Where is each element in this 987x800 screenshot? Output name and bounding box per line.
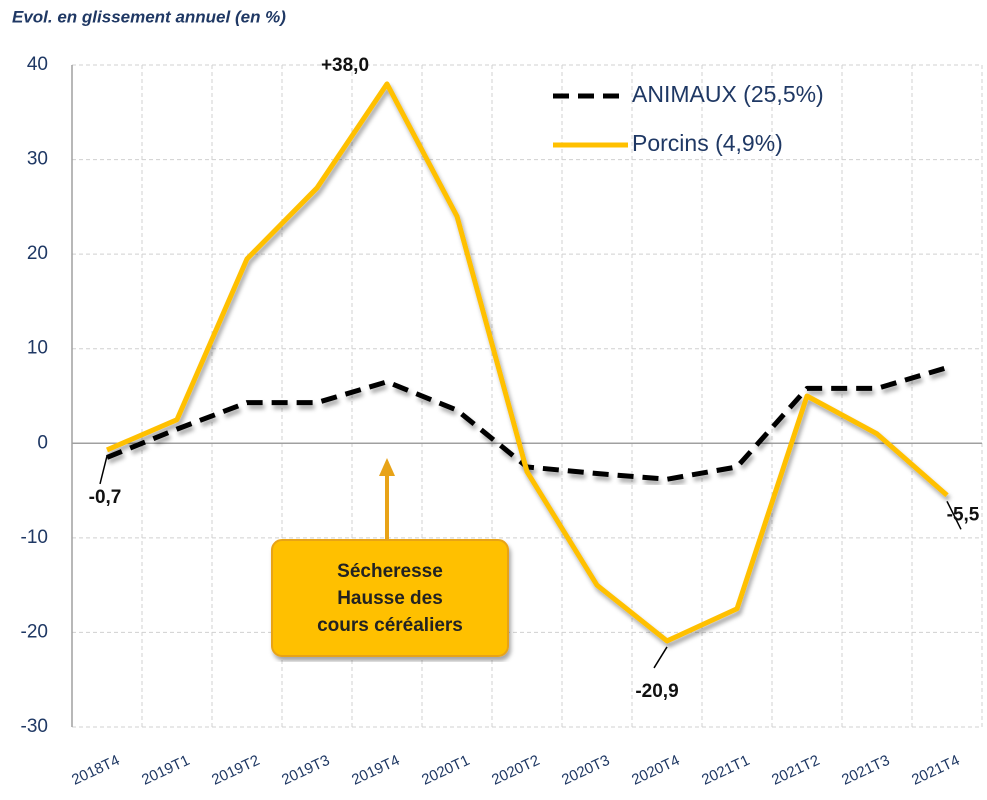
- annotation-box: [271, 539, 509, 657]
- subtitle: Evol. en glissement annuel (en %): [12, 7, 286, 26]
- y-tick-label: -10: [21, 527, 48, 548]
- x-tick-label: 2020T1: [419, 752, 472, 789]
- x-tick-label: 2019T4: [349, 752, 402, 789]
- x-tick-label: 2021T1: [699, 752, 752, 789]
- annotation-text: Sécheresse: [337, 561, 443, 582]
- y-tick-label: -20: [21, 621, 48, 642]
- x-tick-label: 2018T4: [69, 752, 122, 789]
- y-tick-label: 10: [27, 338, 48, 359]
- data-label: -5,5: [947, 504, 980, 525]
- data-label: +38,0: [321, 55, 369, 76]
- x-tick-label: 2020T2: [489, 752, 542, 789]
- x-tick-label: 2021T4: [909, 752, 962, 789]
- y-tick-label: 0: [37, 432, 48, 453]
- arrow-head: [379, 458, 395, 476]
- y-tick-label: 40: [27, 54, 48, 75]
- y-tick-label: 30: [27, 149, 48, 170]
- leader-line: [653, 646, 668, 669]
- x-tick-label: 2019T2: [209, 752, 262, 789]
- x-tick-label: 2020T4: [629, 752, 682, 789]
- data-label: -20,9: [635, 681, 678, 702]
- annotation-text: Hausse des: [337, 588, 443, 609]
- data-label: -0,7: [89, 487, 122, 508]
- legend-label: ANIMAUX (25,5%): [632, 81, 824, 107]
- x-tick-label: 2020T3: [559, 752, 612, 789]
- leader-line: [99, 455, 108, 485]
- x-tick-label: 2019T1: [139, 752, 192, 789]
- y-tick-label: -30: [21, 716, 48, 737]
- x-tick-label: 2019T3: [279, 752, 332, 789]
- x-tick-label: 2021T2: [769, 752, 822, 789]
- annotation-text: cours céréaliers: [317, 615, 463, 636]
- y-tick-label: 20: [27, 243, 48, 264]
- leader-line: [946, 500, 962, 530]
- x-tick-label: 2021T3: [839, 752, 892, 789]
- legend-label: Porcins (4,9%): [632, 130, 783, 156]
- series-line: [106, 81, 949, 644]
